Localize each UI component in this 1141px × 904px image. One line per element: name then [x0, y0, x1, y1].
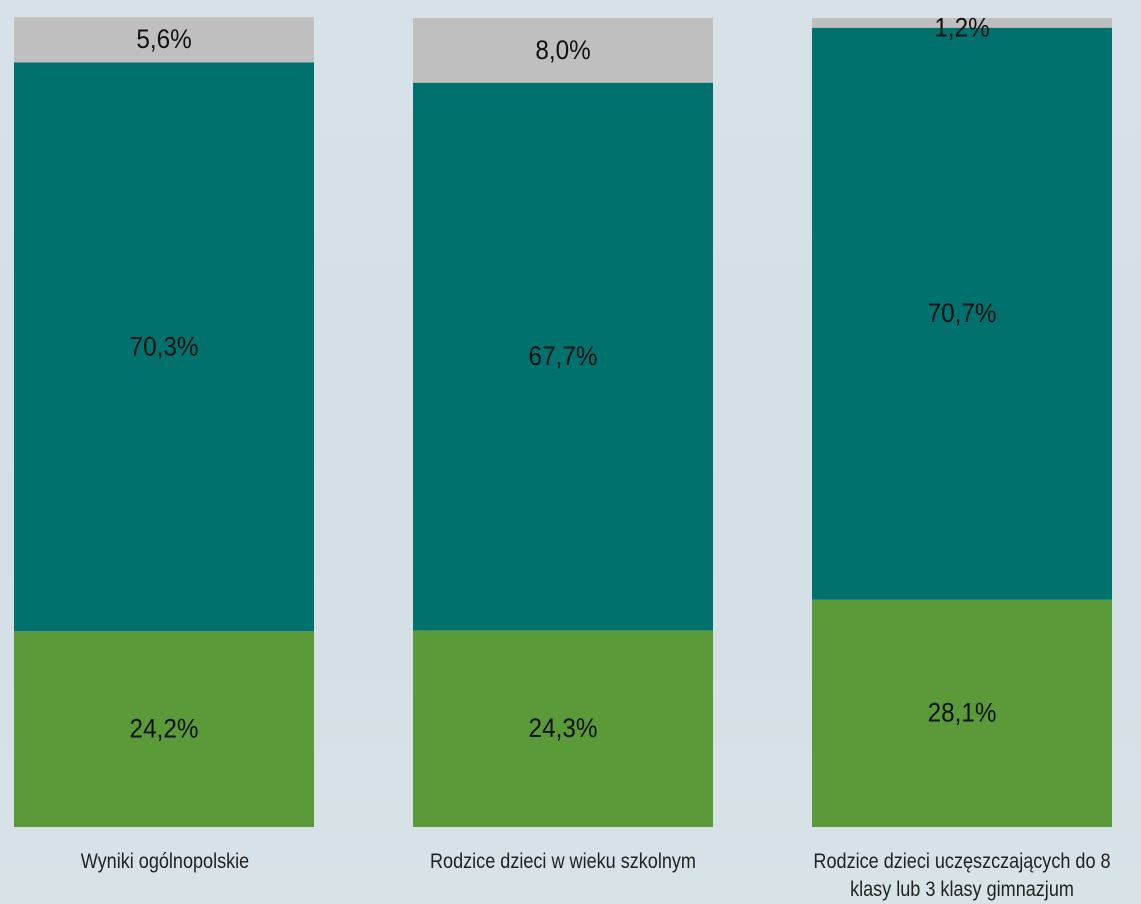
bar-segment-top-1	[413, 18, 713, 83]
data-label-top-0: 5,6%	[136, 25, 191, 54]
data-label-low-0: 24,2%	[130, 714, 199, 743]
bar-segment-top-0	[14, 17, 314, 63]
category-label-wyniki-ogolnopolskie: Wyniki ogólnopolskie	[80, 850, 250, 873]
bar-segment-low-0	[14, 631, 314, 827]
bar-segment-low-2	[812, 599, 1112, 827]
bar-segment-mid-1	[413, 82, 713, 631]
data-label-mid-1: 67,7%	[529, 342, 598, 371]
bar-segment-low-1	[413, 630, 713, 827]
data-label-top-2: 1,2%	[934, 13, 989, 42]
category-label-rodzice-dzieci-w-wieku-szkolnym: Rodzice dzieci w wieku szkolnym	[430, 850, 696, 873]
data-label-mid-2: 70,7%	[928, 299, 997, 328]
category-label-rodzice-dzieci-8-klasy: Rodzice dzieci uczęszczających do 8 klas…	[813, 850, 1111, 901]
data-label-low-1: 24,3%	[529, 714, 598, 743]
bar-segment-mid-2	[812, 27, 1112, 600]
data-label-low-2: 28,1%	[928, 699, 997, 728]
data-label-top-1: 8,0%	[535, 36, 590, 65]
bar-segment-top-2	[812, 18, 1112, 28]
data-label-mid-0: 70,3%	[130, 332, 199, 361]
bar-segment-mid-0	[14, 62, 314, 632]
